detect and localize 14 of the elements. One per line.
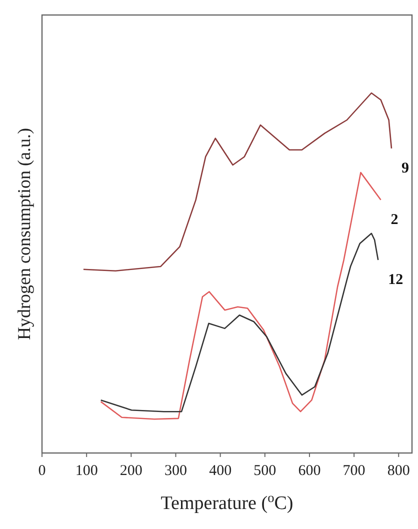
x-axis-title: Temperature ($^{o}$C) — [160, 490, 294, 514]
x-tick-label: 100 — [75, 463, 98, 479]
x-tick-label: 300 — [164, 463, 187, 479]
x-tick-label: 500 — [254, 463, 276, 479]
x-tick-label: 600 — [298, 463, 321, 479]
x-tick-label: 400 — [209, 463, 232, 479]
series-label: 12 — [388, 272, 404, 288]
x-tick-label: 200 — [120, 463, 142, 479]
x-tick-label: 0 — [38, 463, 46, 479]
series-label: 2 — [390, 212, 398, 228]
x-tick-label: 700 — [342, 463, 366, 479]
x-tick-label: 800 — [387, 463, 410, 479]
y-axis-title: Hydrogen consumption (a.u.) — [14, 128, 34, 340]
series-label: 9 — [401, 160, 409, 176]
